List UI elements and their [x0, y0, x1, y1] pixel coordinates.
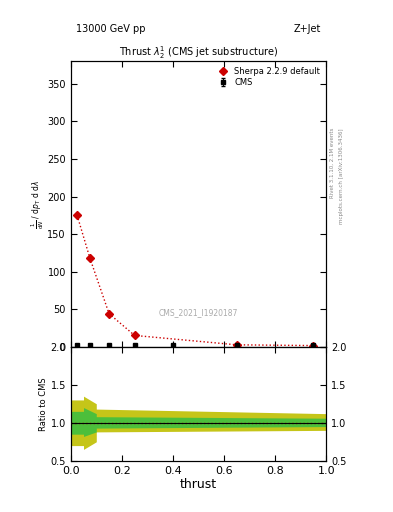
Text: Rivet 3.1.10, 2.1M events: Rivet 3.1.10, 2.1M events: [330, 128, 334, 198]
X-axis label: thrust: thrust: [180, 478, 217, 492]
Sherpa 2.2.9 default: [107, 311, 112, 317]
Y-axis label: Ratio to CMS: Ratio to CMS: [39, 377, 48, 431]
Legend: Sherpa 2.2.9 default, CMS: Sherpa 2.2.9 default, CMS: [214, 66, 322, 89]
Text: Z+Jet: Z+Jet: [294, 25, 321, 34]
Sherpa 2.2.9 default: [234, 342, 239, 348]
Text: CMS_2021_I1920187: CMS_2021_I1920187: [159, 308, 238, 317]
Text: mcplots.cern.ch [arXiv:1306.3436]: mcplots.cern.ch [arXiv:1306.3436]: [340, 128, 344, 224]
Sherpa 2.2.9 default: [88, 255, 92, 261]
Title: Thrust $\lambda_2^1$ (CMS jet substructure): Thrust $\lambda_2^1$ (CMS jet substructu…: [119, 45, 278, 61]
Text: 13000 GeV pp: 13000 GeV pp: [76, 25, 145, 34]
Sherpa 2.2.9 default: [132, 332, 137, 338]
Y-axis label: $\frac{1}{\mathrm{d}N}$ / $\mathrm{d}p_\mathrm{T}$ $\mathrm{d}$ $\mathrm{d}\lamb: $\frac{1}{\mathrm{d}N}$ / $\mathrm{d}p_\…: [30, 180, 46, 229]
Sherpa 2.2.9 default: [75, 212, 79, 219]
Line: Sherpa 2.2.9 default: Sherpa 2.2.9 default: [74, 212, 316, 348]
Sherpa 2.2.9 default: [311, 343, 316, 349]
